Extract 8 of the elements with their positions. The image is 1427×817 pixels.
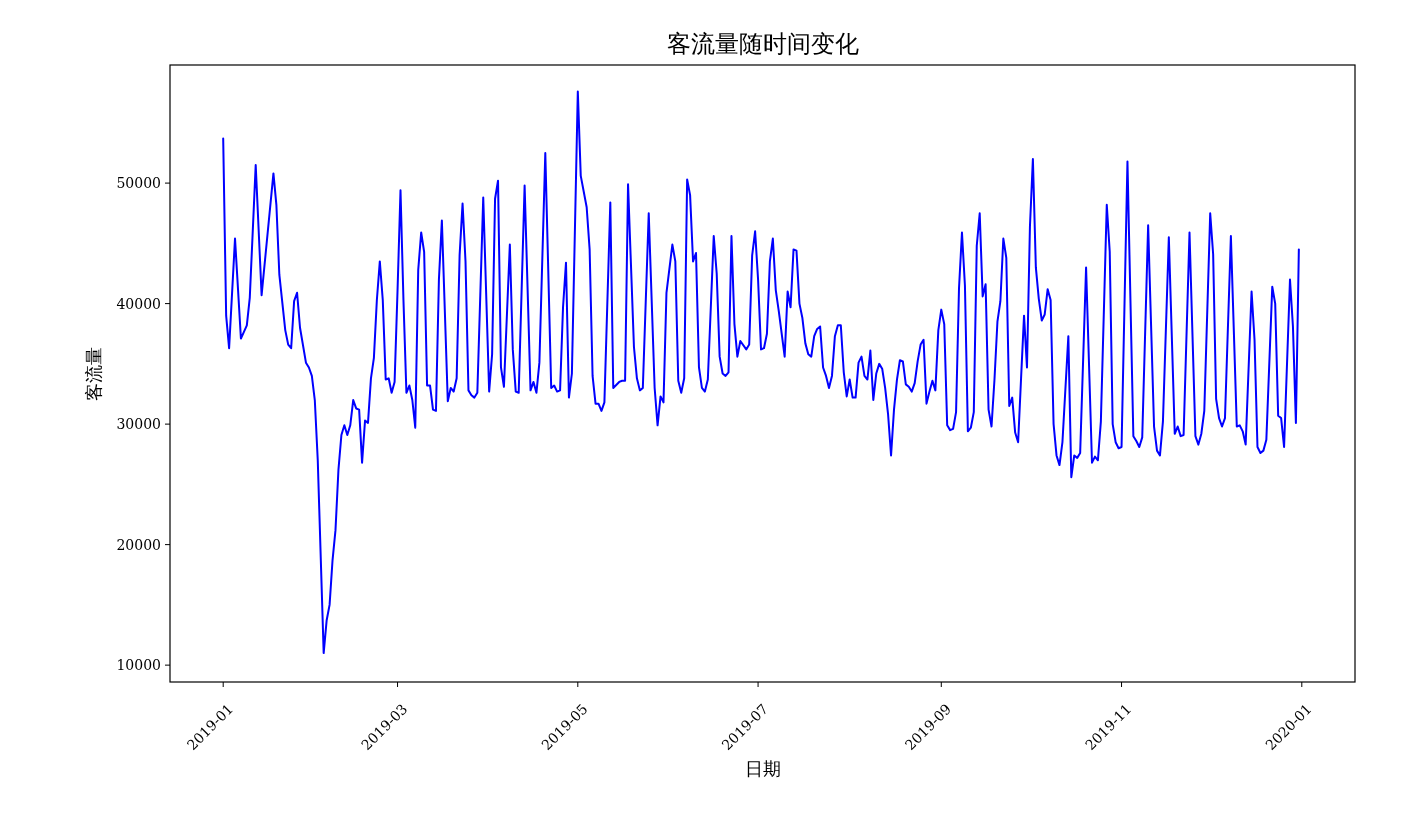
y-axis-title: 客流量 bbox=[83, 346, 104, 401]
y-tick-label: 20000 bbox=[116, 536, 161, 553]
y-tick-label: 30000 bbox=[116, 416, 161, 433]
y-tick-label: 10000 bbox=[116, 657, 161, 674]
y-tick-label: 50000 bbox=[116, 175, 161, 192]
y-tick-label: 40000 bbox=[116, 295, 161, 312]
x-axis-title: 日期 bbox=[744, 758, 781, 779]
chart-title: 客流量随时间变化 bbox=[666, 30, 859, 58]
